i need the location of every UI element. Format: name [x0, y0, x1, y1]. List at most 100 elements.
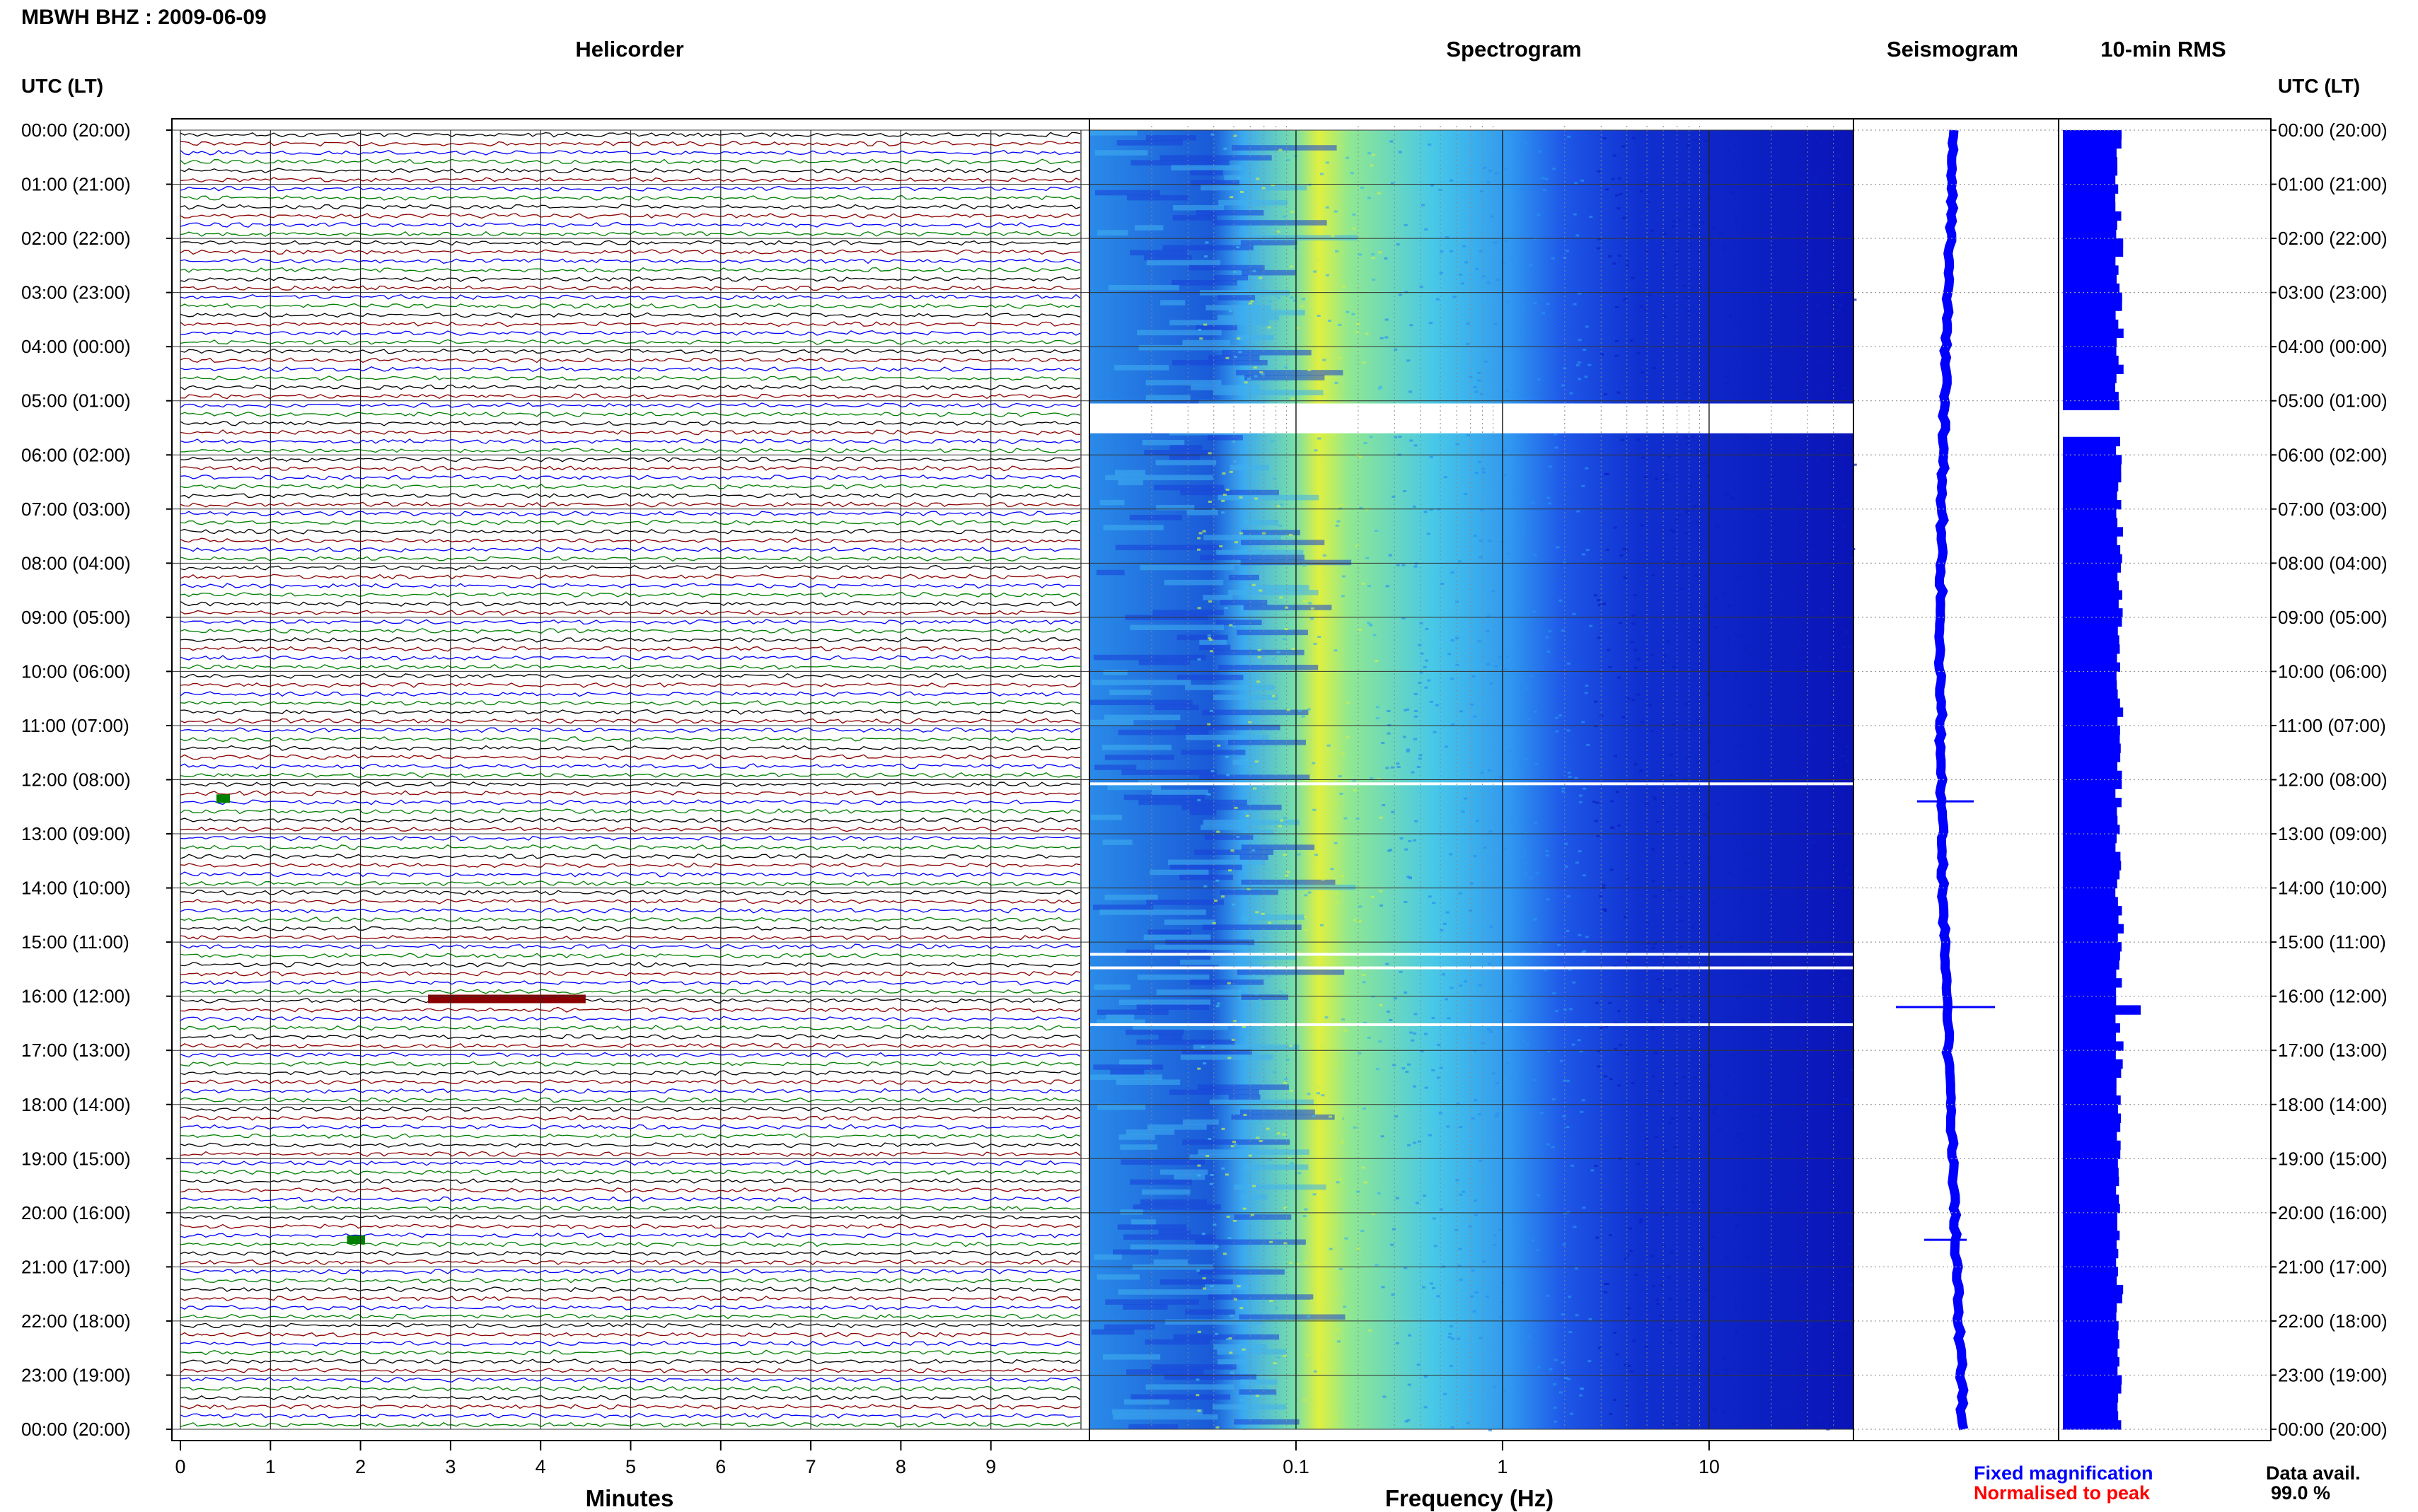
spectrogram-speckle: [1692, 505, 1696, 508]
spectrogram-streak: [1146, 900, 1225, 905]
spectrogram-speckle: [1562, 1243, 1566, 1246]
spectrogram-streak: [1241, 994, 1289, 1000]
spectrogram-speckle: [1395, 1197, 1399, 1199]
spectrogram-speckle: [1665, 474, 1669, 477]
spectrogram-speckle: [1249, 447, 1253, 450]
spectrogram-streak: [1182, 339, 1231, 346]
spectrogram-speckle: [1578, 292, 1582, 295]
spectrogram-speckle: [1807, 958, 1812, 961]
spectrogram-speckle: [1832, 1056, 1836, 1059]
spectrogram-speckle: [1210, 770, 1215, 773]
spectrogram-speckle: [1671, 225, 1675, 228]
spectrogram-speckle: [1376, 1068, 1380, 1071]
spectrogram-speckle: [1784, 1186, 1788, 1189]
spectrogram-streak: [1191, 180, 1239, 186]
spectrogram-speckle: [1759, 1408, 1764, 1411]
spectrogram-speckle: [1619, 1044, 1623, 1047]
spectrogram-speckle: [1687, 309, 1691, 312]
spectrogram-speckle: [1651, 946, 1655, 949]
spectrogram-speckle: [1572, 981, 1576, 984]
spectrogram-speckle: [1686, 757, 1690, 760]
spectrogram-speckle: [1396, 243, 1400, 246]
spectrogram-speckle: [1703, 813, 1707, 816]
spectrogram-streak: [1220, 600, 1268, 605]
spectrogram-speckle: [1821, 1316, 1825, 1319]
spectrogram-speckle: [1809, 970, 1813, 972]
spectrogram-speckle: [1512, 1218, 1517, 1221]
spectrogram-speckle: [1630, 641, 1634, 644]
spectrogram-speckle: [1525, 687, 1529, 690]
spectrogram-speckle: [1458, 1248, 1462, 1250]
spectrogram-speckle: [1800, 750, 1805, 752]
rms-bar: [2063, 734, 2120, 745]
spectrogram-speckle: [1457, 1264, 1462, 1267]
spectrogram-speckle: [1578, 801, 1583, 803]
spectrogram-speckle: [1313, 642, 1317, 645]
spectrogram-speckle: [1697, 250, 1701, 253]
rms-bar: [2063, 1330, 2118, 1340]
spectrogram-speckle: [1533, 710, 1537, 713]
spectrogram-speckle: [1621, 716, 1626, 719]
spectrogram-speckle: [1447, 1336, 1452, 1339]
spectrogram-speckle: [1734, 675, 1738, 678]
spectrogram-speckle: [1626, 1254, 1630, 1257]
spectrogram-streak: [1244, 235, 1358, 240]
spectrogram-speckle: [1228, 310, 1232, 313]
spectrogram-speckle: [1494, 1115, 1498, 1117]
spectrogram-speckle: [1325, 289, 1329, 291]
spectrogram-speckle: [1728, 871, 1732, 874]
spectrogram-speckle: [1423, 1406, 1428, 1409]
spectrogram-speckle: [1554, 433, 1558, 436]
rms-bar: [2063, 815, 2118, 825]
spectrogram-speckle: [1301, 715, 1305, 718]
spectrogram-speckle: [1283, 1206, 1288, 1209]
spectrogram-speckle: [1473, 855, 1477, 858]
spectrogram-speckle: [1379, 385, 1383, 388]
spectrogram-speckle: [1671, 1117, 1675, 1120]
spectrogram-speckle: [1743, 1185, 1747, 1187]
spectrogram-speckle: [1304, 1261, 1308, 1264]
spectrogram-speckle: [1662, 654, 1667, 657]
rms-bar: [2063, 996, 2117, 1006]
rms-bar: [2063, 942, 2122, 952]
spectrogram-speckle: [1658, 1000, 1662, 1003]
spectrogram-speckle: [1729, 937, 1733, 940]
time-label-right: 22:00 (18:00): [2278, 1310, 2388, 1332]
spectrogram-speckle: [1581, 1099, 1585, 1102]
time-label-right: 11:00 (07:00): [2278, 715, 2386, 736]
spectrogram-streak: [1155, 460, 1217, 465]
spectrogram-speckle: [1687, 635, 1691, 638]
spectrogram-speckle: [1394, 1115, 1399, 1118]
spectrogram-speckle: [1764, 1402, 1769, 1405]
spectrogram-speckle: [1407, 1063, 1411, 1066]
spectrogram-speckle: [1459, 710, 1463, 713]
spectrogram-speckle: [1208, 1137, 1212, 1140]
spectrogram-speckle: [1652, 796, 1656, 799]
spectrogram-speckle: [1814, 161, 1818, 164]
spectrogram-speckle: [1541, 177, 1545, 180]
spectrogram-streak: [1233, 310, 1305, 315]
spectrogram-speckle: [1574, 777, 1578, 779]
spectrogram-speckle: [1202, 530, 1206, 533]
spectrogram-speckle: [1498, 775, 1503, 778]
time-label-right: 16:00 (12:00): [2278, 986, 2388, 1007]
spectrogram-streak: [1228, 590, 1319, 595]
spectrogram-speckle: [1841, 646, 1846, 649]
spectrogram-speckle: [1304, 929, 1308, 931]
spectrogram-speckle: [1338, 507, 1342, 510]
rms-bar: [2063, 1014, 2116, 1024]
spectrogram-speckle: [1250, 1123, 1254, 1126]
spectrogram-streak: [1107, 784, 1162, 791]
spectrogram-speckle: [1804, 319, 1808, 322]
spectrogram-streak: [1244, 520, 1279, 525]
rms-bar: [2063, 1104, 2118, 1115]
spectrogram-speckle: [1807, 248, 1811, 251]
spectrogram-speckle: [1578, 934, 1582, 936]
spectrogram-speckle: [1276, 231, 1280, 233]
minute-tick-label: 8: [896, 1456, 906, 1477]
time-label-right: 06:00 (02:00): [2278, 444, 2388, 465]
spectrogram-speckle: [1687, 500, 1691, 503]
spectrogram-streak: [1123, 1399, 1169, 1405]
spectrogram-speckle: [1636, 658, 1641, 661]
time-label-left: 14:00 (10:00): [21, 878, 131, 899]
